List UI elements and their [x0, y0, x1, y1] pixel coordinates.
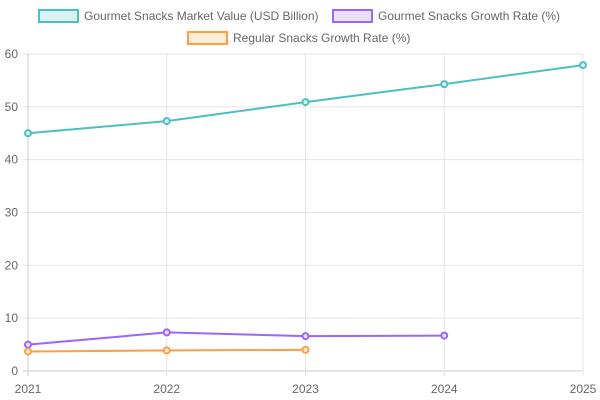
legend-swatch — [332, 9, 373, 23]
x-tick-label: 2021 — [15, 382, 42, 396]
data-point — [440, 80, 449, 89]
y-tick-label: 10 — [5, 311, 19, 325]
x-tick-label: 2025 — [570, 382, 597, 396]
x-tick-label: 2022 — [153, 382, 180, 396]
data-point — [301, 345, 310, 354]
y-tick-label: 60 — [5, 47, 19, 61]
legend-label: Regular Snacks Growth Rate (%) — [233, 31, 410, 45]
data-point — [162, 346, 171, 355]
data-point — [579, 61, 587, 70]
legend-swatch — [38, 9, 79, 23]
data-point — [24, 347, 32, 356]
data-point — [24, 340, 32, 349]
legend-label: Gourmet Snacks Market Value (USD Billion… — [84, 9, 319, 23]
x-tick-label: 2024 — [431, 382, 458, 396]
data-point — [301, 332, 310, 341]
data-point — [162, 328, 171, 337]
x-tick-label: 2023 — [292, 382, 319, 396]
y-tick-label: 30 — [5, 206, 19, 220]
data-point — [162, 117, 171, 126]
legend-label: Gourmet Snacks Growth Rate (%) — [378, 9, 560, 23]
data-point — [301, 98, 310, 107]
series-line — [27, 331, 445, 346]
y-tick-label: 0 — [11, 364, 18, 378]
y-tick-label: 40 — [5, 153, 19, 167]
legend-swatch — [187, 31, 228, 45]
data-point — [24, 129, 32, 138]
y-tick-label: 20 — [5, 258, 19, 272]
y-tick-label: 50 — [5, 100, 19, 114]
data-point — [440, 331, 449, 340]
